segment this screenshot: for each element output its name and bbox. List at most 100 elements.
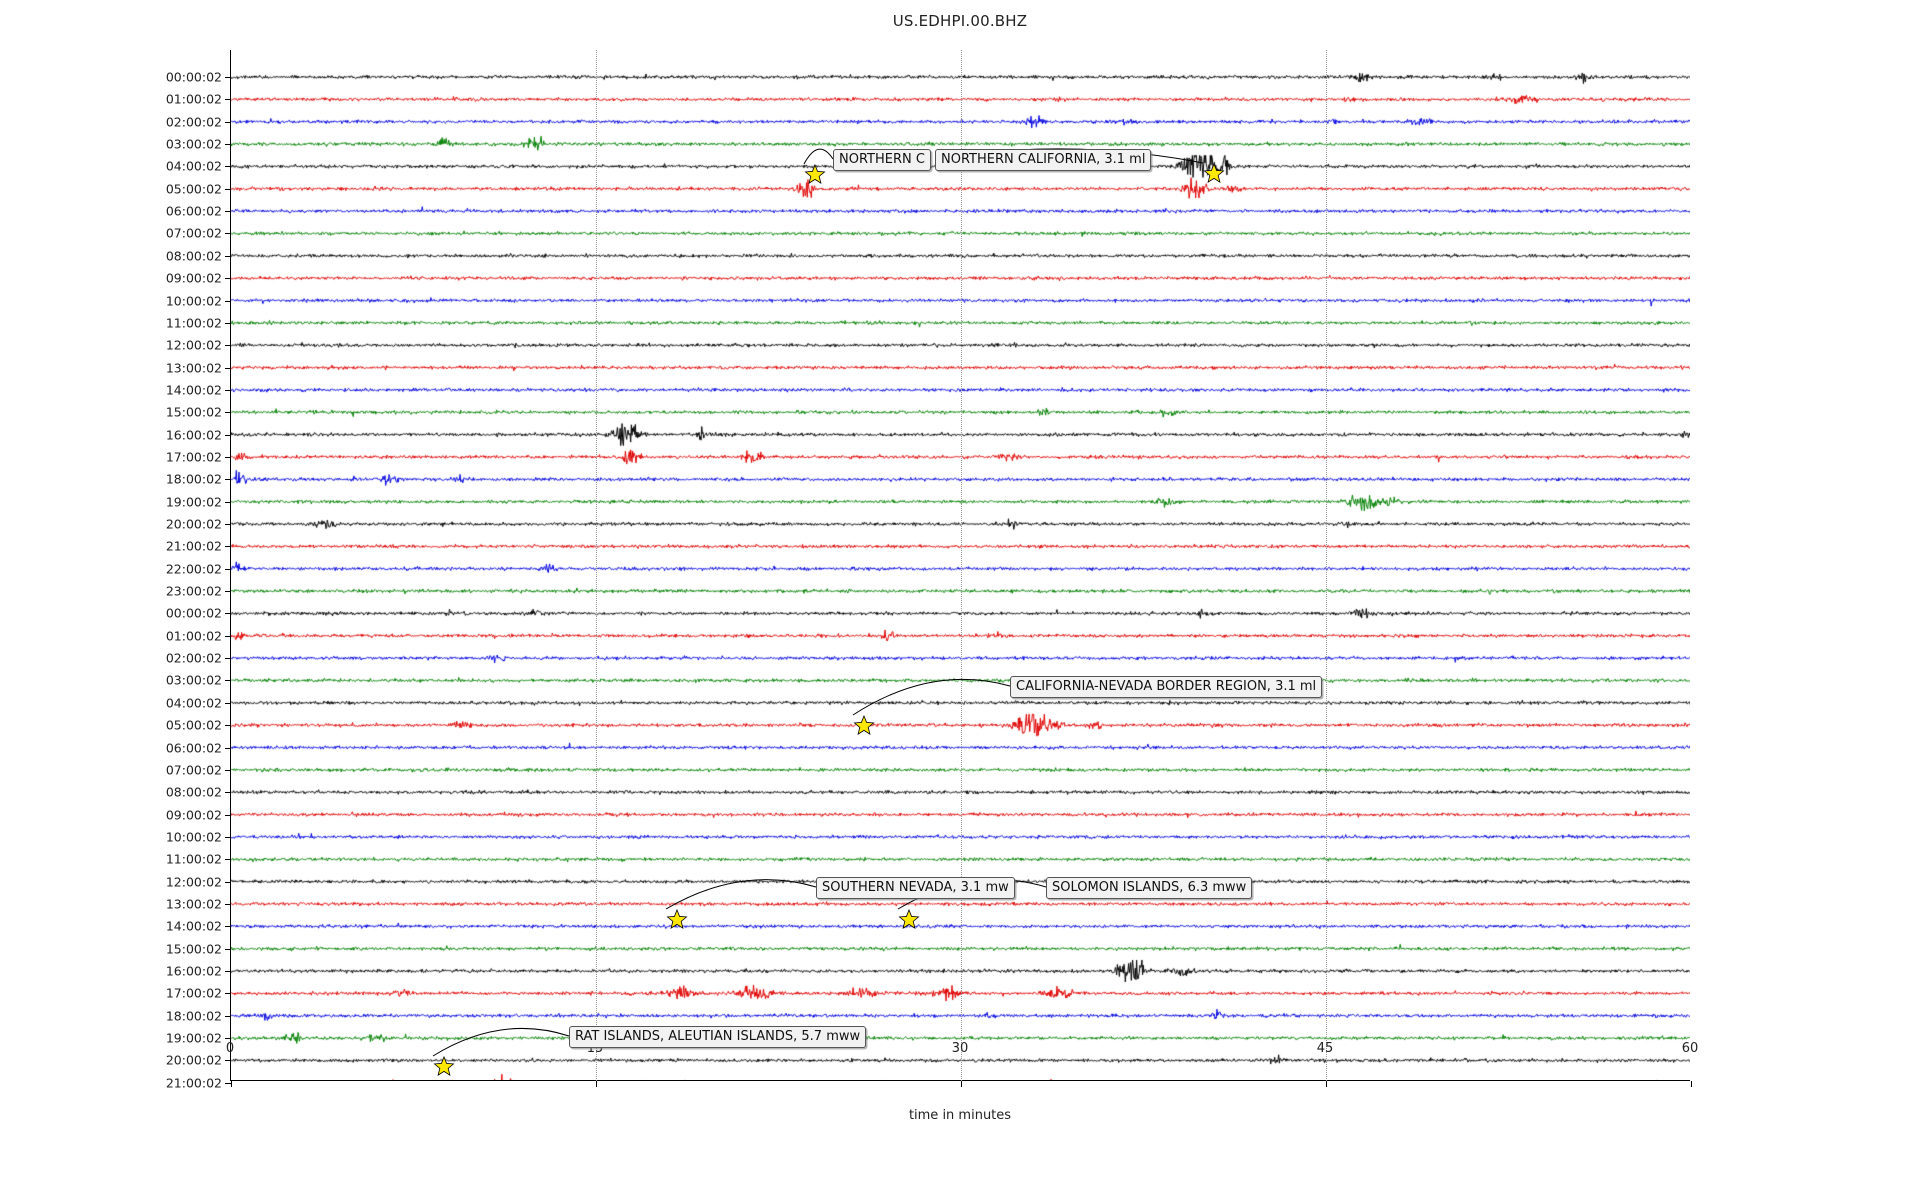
y-tick-label: 08:00:02 <box>165 784 222 800</box>
y-tick <box>225 255 231 257</box>
event-label[interactable]: SOLOMON ISLANDS, 6.3 mww <box>1046 877 1253 899</box>
event-label[interactable]: NORTHERN CALIFORNIA, 3.1 ml <box>935 149 1152 171</box>
y-tick-label: 03:00:02 <box>165 672 222 688</box>
y-tick <box>225 859 231 861</box>
y-tick <box>225 367 231 369</box>
y-tick <box>225 233 231 235</box>
y-tick-label: 15:00:02 <box>165 404 222 420</box>
y-tick-label: 04:00:02 <box>165 158 222 174</box>
y-tick <box>225 926 231 928</box>
y-tick <box>225 836 231 838</box>
y-tick <box>225 635 231 637</box>
y-tick-label: 14:00:02 <box>165 918 222 934</box>
y-tick <box>225 524 231 525</box>
y-tick <box>225 702 231 704</box>
y-tick <box>225 680 231 682</box>
y-tick <box>225 144 231 146</box>
y-tick-label: 16:00:02 <box>165 427 222 443</box>
y-tick <box>225 389 231 391</box>
y-tick <box>225 814 231 816</box>
y-tick <box>225 121 231 123</box>
y-tick <box>225 345 231 347</box>
y-tick <box>225 881 231 883</box>
y-tick <box>225 188 231 190</box>
event-label[interactable]: CALIFORNIA-NEVADA BORDER REGION, 3.1 ml <box>1010 676 1323 698</box>
gridline-15 <box>596 50 597 1081</box>
y-tick <box>225 412 231 414</box>
helicorder-plot-area <box>225 50 1692 1087</box>
y-tick-label: 04:00:02 <box>165 695 222 711</box>
y-tick <box>225 166 231 168</box>
y-tick-label: 11:00:02 <box>165 851 222 867</box>
y-tick-label: 05:00:02 <box>165 717 222 733</box>
y-tick-label: 15:00:02 <box>165 941 222 957</box>
y-tick <box>225 479 231 481</box>
y-tick-label: 10:00:02 <box>165 829 222 845</box>
y-tick-label: 01:00:02 <box>165 91 222 107</box>
y-tick-label: 07:00:02 <box>165 762 222 778</box>
event-label[interactable]: SOUTHERN NEVADA, 3.1 mw <box>816 877 1015 899</box>
y-tick-label: 20:00:02 <box>165 516 222 532</box>
y-tick-label: 10:00:02 <box>165 293 222 308</box>
y-tick <box>225 725 231 727</box>
x-tick-label: 60 <box>1681 1041 1699 1056</box>
y-tick <box>225 300 231 302</box>
x-tick-15 <box>596 1081 597 1087</box>
y-tick-label: 21:00:02 <box>165 538 222 554</box>
y-tick-label: 17:00:02 <box>165 449 222 465</box>
y-tick <box>225 1015 231 1017</box>
gridline-30 <box>961 50 962 1081</box>
y-tick-label: 06:00:02 <box>165 740 222 755</box>
y-tick <box>225 501 231 503</box>
x-axis-label: time in minutes <box>908 1108 1012 1123</box>
y-tick <box>225 903 231 905</box>
y-tick <box>225 456 231 458</box>
y-tick <box>225 591 231 593</box>
page-title: US.EDHPI.00.BHZ <box>892 12 1028 30</box>
y-tick <box>225 658 231 660</box>
x-tick-0 <box>231 1081 232 1087</box>
y-tick-label: 13:00:02 <box>165 896 222 912</box>
y-tick <box>225 278 231 280</box>
y-tick-label: 06:00:02 <box>165 203 222 219</box>
y-tick-label: 09:00:02 <box>165 807 222 823</box>
y-tick <box>225 948 231 950</box>
y-tick-label: 01:00:02 <box>165 628 222 644</box>
y-tick-label: 12:00:02 <box>165 337 222 353</box>
x-tick-30 <box>961 1081 962 1087</box>
y-tick <box>225 1082 231 1084</box>
event-label[interactable]: NORTHERN C <box>833 149 931 171</box>
x-tick-label: 0 <box>225 1041 235 1056</box>
event-label[interactable]: RAT ISLANDS, ALEUTIAN ISLANDS, 5.7 mww <box>569 1026 867 1048</box>
y-tick-label: 13:00:02 <box>165 360 222 376</box>
y-tick <box>225 747 231 749</box>
y-tick-label: 02:00:02 <box>165 650 222 666</box>
y-tick-label: 16:00:02 <box>165 963 222 979</box>
y-tick-label: 00:00:02 <box>165 605 222 621</box>
x-tick-60 <box>1691 1081 1692 1087</box>
y-tick <box>225 613 231 615</box>
y-tick-label: 11:00:02 <box>165 315 222 331</box>
y-tick <box>225 77 231 78</box>
gridline-45 <box>1326 50 1327 1081</box>
x-tick-45 <box>1326 1081 1327 1087</box>
y-tick <box>225 211 231 213</box>
y-tick-label: 17:00:02 <box>165 985 222 1001</box>
y-tick-label: 00:00:02 <box>165 69 222 85</box>
y-tick-label: 22:00:02 <box>165 561 222 577</box>
y-tick <box>225 434 231 436</box>
y-tick <box>225 568 231 570</box>
y-tick <box>225 993 231 995</box>
y-tick <box>225 971 231 972</box>
y-tick <box>225 769 231 771</box>
y-tick-label: 14:00:02 <box>165 382 222 398</box>
x-tick-label: 30 <box>951 1041 969 1056</box>
y-tick-label: 20:00:02 <box>165 1052 222 1068</box>
y-tick-label: 07:00:02 <box>165 225 222 241</box>
y-tick-label: 12:00:02 <box>165 874 222 890</box>
y-tick-label: 21:00:02 <box>165 1075 222 1091</box>
y-tick-label: 09:00:02 <box>165 270 222 286</box>
y-tick-label: 23:00:02 <box>165 583 222 599</box>
y-tick <box>225 792 231 794</box>
